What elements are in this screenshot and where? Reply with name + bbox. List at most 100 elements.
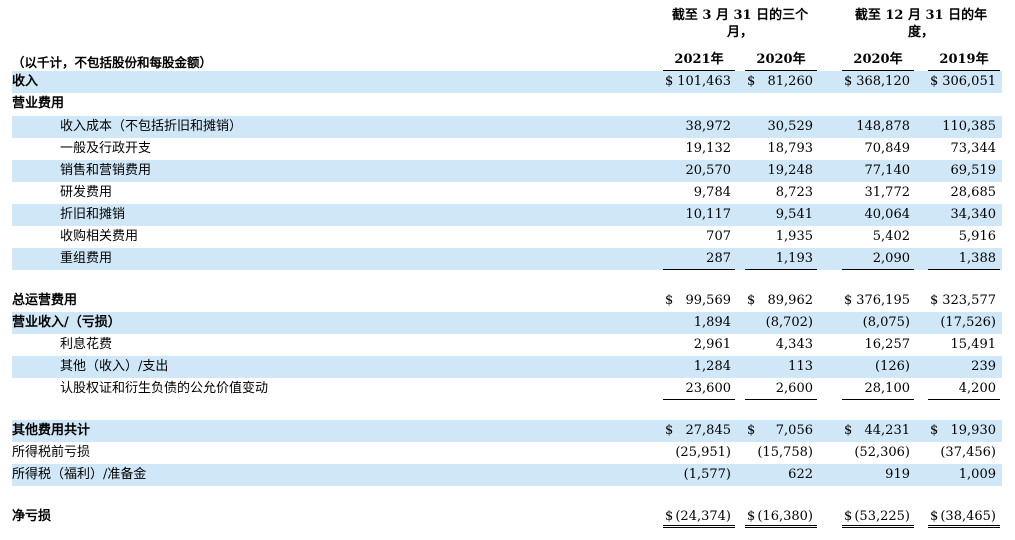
value-text: 707 — [706, 229, 731, 244]
value-text: 4,200 — [958, 381, 996, 396]
value-cell: 622 — [745, 464, 817, 486]
value-text: 1,009 — [958, 467, 996, 482]
value-text: 2,961 — [693, 337, 731, 352]
value-cell: 1,935 — [745, 226, 817, 248]
value-text: 4,343 — [775, 337, 813, 352]
value-text: 44,231 — [864, 423, 911, 438]
currency-symbol: $ — [930, 74, 939, 89]
value-text: 23,600 — [685, 381, 732, 396]
value-cell: (8,702) — [745, 312, 817, 334]
value-cell: $323,577 — [928, 290, 1000, 312]
column-header-2019: 2019年 — [928, 51, 1000, 71]
value-text: (1,577) — [683, 467, 731, 482]
table-row: 研发费用 9,784 8,723 31,772 28,685 — [12, 182, 1002, 204]
value-text: 7,056 — [775, 423, 813, 438]
row-label: 折旧和摊销 — [60, 207, 126, 222]
value-cell: $81,260 — [745, 71, 817, 93]
value-cell: $99,569 — [663, 290, 735, 312]
value-text: 10,117 — [685, 207, 732, 222]
row-label: 销售和营销费用 — [60, 163, 152, 178]
value-cell: 1,894 — [663, 312, 735, 334]
value-cell: 148,878 — [842, 116, 914, 138]
value-text: 368,120 — [856, 74, 910, 89]
currency-symbol: $ — [930, 509, 939, 524]
row-label: 利息花费 — [60, 337, 113, 352]
header-group-fiscal-year: 截至 12 月 31 日的年度， — [854, 8, 988, 40]
value-text: 1,894 — [693, 315, 731, 330]
value-cell: 10,117 — [663, 204, 735, 226]
value-text: 148,878 — [856, 119, 910, 134]
row-label: 收购相关费用 — [60, 229, 139, 244]
currency-symbol: $ — [747, 423, 756, 438]
value-text: 19,930 — [950, 423, 997, 438]
value-text: 1,388 — [958, 251, 996, 266]
value-cell: 77,140 — [842, 160, 914, 182]
row-label: 认股权证和衍生负债的公允价值变动 — [60, 381, 269, 396]
value-text: (24,374) — [675, 509, 731, 524]
currency-symbol: $ — [665, 293, 674, 308]
currency-symbol: $ — [665, 74, 674, 89]
currency-symbol: $ — [844, 509, 853, 524]
value-cell: $27,845 — [663, 420, 735, 442]
row-label: 其他（收入）/支出 — [60, 359, 169, 374]
column-header-2020-fy: 2020年 — [842, 51, 914, 71]
value-cell: 2,961 — [663, 334, 735, 356]
value-text: (126) — [875, 359, 910, 374]
table-row: 销售和营销费用 20,570 19,248 77,140 69,519 — [12, 160, 1002, 182]
value-text: 5,402 — [872, 229, 910, 244]
table-row: 营业费用 — [12, 93, 1002, 115]
row-label: 总运营费用 — [12, 293, 78, 308]
value-cell: 70,849 — [842, 138, 914, 160]
value-cell: 19,132 — [663, 138, 735, 160]
value-cell: 40,064 — [842, 204, 914, 226]
value-text: 30,529 — [767, 119, 814, 134]
currency-symbol: $ — [930, 423, 939, 438]
value-cell: 23,600 — [663, 378, 735, 400]
value-text: (8,075) — [862, 315, 910, 330]
value-text: 8,723 — [775, 185, 813, 200]
value-text: 1,284 — [693, 359, 731, 374]
table-row: 一般及行政开支 19,132 18,793 70,849 73,344 — [12, 138, 1002, 160]
value-text: 919 — [885, 467, 910, 482]
value-text: 622 — [788, 467, 813, 482]
value-cell: 5,402 — [842, 226, 914, 248]
value-cell: (126) — [842, 356, 914, 378]
value-cell: (1,577) — [663, 464, 735, 486]
value-cell: $101,463 — [663, 71, 735, 93]
value-cell: 9,784 — [663, 182, 735, 204]
currency-symbol: $ — [844, 423, 853, 438]
row-label: 净亏损 — [12, 509, 52, 524]
table-row: 利息花费 2,961 4,343 16,257 15,491 — [12, 334, 1002, 356]
value-text: 19,248 — [767, 163, 814, 178]
value-text: 31,772 — [864, 185, 911, 200]
value-cell: 5,916 — [928, 226, 1000, 248]
table-row: 其他费用共计 $27,845 $7,056 $44,231 $19,930 — [12, 420, 1002, 442]
row-label: 一般及行政开支 — [60, 141, 152, 156]
value-cell: 73,344 — [928, 138, 1000, 160]
value-cell: $368,120 — [842, 71, 914, 93]
value-text: 73,344 — [950, 141, 997, 156]
value-text: 89,962 — [767, 293, 814, 308]
value-cell: (25,951) — [663, 442, 735, 464]
value-cell: 4,200 — [928, 378, 1000, 400]
value-text: 34,340 — [950, 207, 997, 222]
currency-symbol: $ — [665, 509, 674, 524]
value-cell: 18,793 — [745, 138, 817, 160]
value-text: 2,600 — [775, 381, 813, 396]
row-label: 所得税前亏损 — [12, 445, 91, 460]
value-cell: (15,758) — [745, 442, 817, 464]
value-cell: $ (24,374) — [663, 506, 735, 528]
value-text: (8,702) — [765, 315, 813, 330]
value-text: 1,935 — [775, 229, 813, 244]
value-text: 28,685 — [950, 185, 997, 200]
value-cell: 110,385 — [928, 116, 1000, 138]
value-cell: 239 — [928, 356, 1000, 378]
value-text: 1,193 — [775, 251, 813, 266]
value-cell: $376,195 — [842, 290, 914, 312]
row-label: 重组费用 — [60, 251, 113, 266]
row-label: 营业收入/（亏损） — [12, 315, 121, 330]
value-text: 40,064 — [864, 207, 911, 222]
value-text: 376,195 — [856, 293, 910, 308]
value-text: 27,845 — [685, 423, 732, 438]
value-cell: (8,075) — [842, 312, 914, 334]
